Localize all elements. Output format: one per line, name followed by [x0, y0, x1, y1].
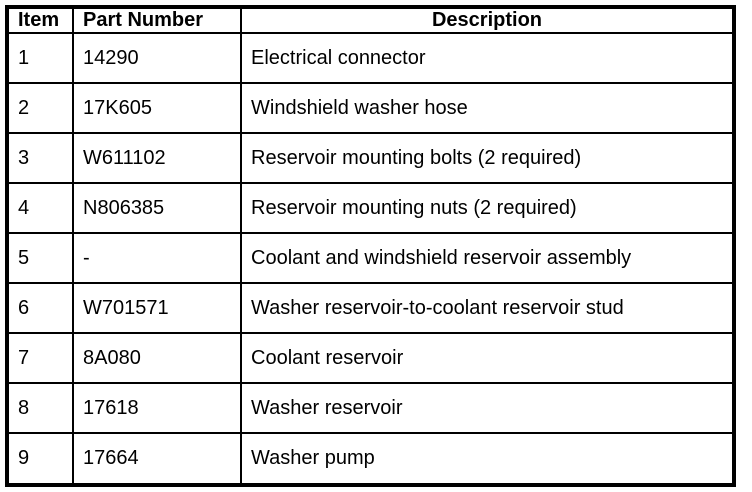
table-row: 8 17618 Washer reservoir — [6, 382, 735, 434]
table-row: 2 17K605 Windshield washer hose — [6, 82, 735, 134]
cell-item: 8 — [6, 382, 74, 434]
table-row: 3 W611102 Reservoir mounting bolts (2 requ… — [6, 132, 735, 184]
cell-part-number: - — [72, 232, 242, 284]
table-row: 6 W701571 Washer reservoir-to-coolant rese… — [6, 282, 735, 334]
cell-description: Reservoir mounting nuts (2 required) — [240, 182, 735, 234]
table-row: 4 N806385 Reservoir mounting nuts (2 requi… — [6, 182, 735, 234]
cell-description: Windshield washer hose — [240, 82, 735, 134]
parts-table: Item Part Number Description 1 14290 Elect… — [5, 5, 736, 487]
cell-item: 5 — [6, 232, 74, 284]
cell-description: Coolant and windshield reservoir assembl… — [240, 232, 735, 284]
cell-part-number: 17618 — [72, 382, 242, 434]
cell-description: Coolant reservoir — [240, 332, 735, 384]
table-row: 7 8A080 Coolant reservoir — [6, 332, 735, 384]
cell-part-number: 14290 — [72, 32, 242, 84]
cell-item: 1 — [6, 32, 74, 84]
header-description: Description — [240, 6, 735, 34]
cell-description: Washer reservoir — [240, 382, 735, 434]
cell-item: 9 — [6, 432, 74, 486]
cell-part-number: W701571 — [72, 282, 242, 334]
cell-description: Washer pump — [240, 432, 735, 486]
cell-description: Electrical connector — [240, 32, 735, 84]
cell-item: 6 — [6, 282, 74, 334]
cell-description: Reservoir mounting bolts (2 required) — [240, 132, 735, 184]
cell-item: 4 — [6, 182, 74, 234]
cell-item: 2 — [6, 82, 74, 134]
header-part-number: Part Number — [72, 6, 242, 34]
cell-description: Washer reservoir-to-coolant reservoir st… — [240, 282, 735, 334]
header-row: Item Part Number Description — [6, 6, 735, 34]
table-row: 5- Coolant and windshield reservoir assem… — [6, 232, 735, 284]
cell-item: 3 — [6, 132, 74, 184]
cell-part-number: 17664 — [72, 432, 242, 486]
cell-item: 7 — [6, 332, 74, 384]
table-row: 9 17664 Washer pump — [6, 432, 735, 486]
cell-part-number: W611102 — [72, 132, 242, 184]
table-row: 1 14290 Electrical connector — [6, 32, 735, 84]
cell-part-number: N806385 — [72, 182, 242, 234]
cell-part-number: 8A080 — [72, 332, 242, 384]
header-item: Item — [6, 6, 74, 34]
cell-part-number: 17K605 — [72, 82, 242, 134]
